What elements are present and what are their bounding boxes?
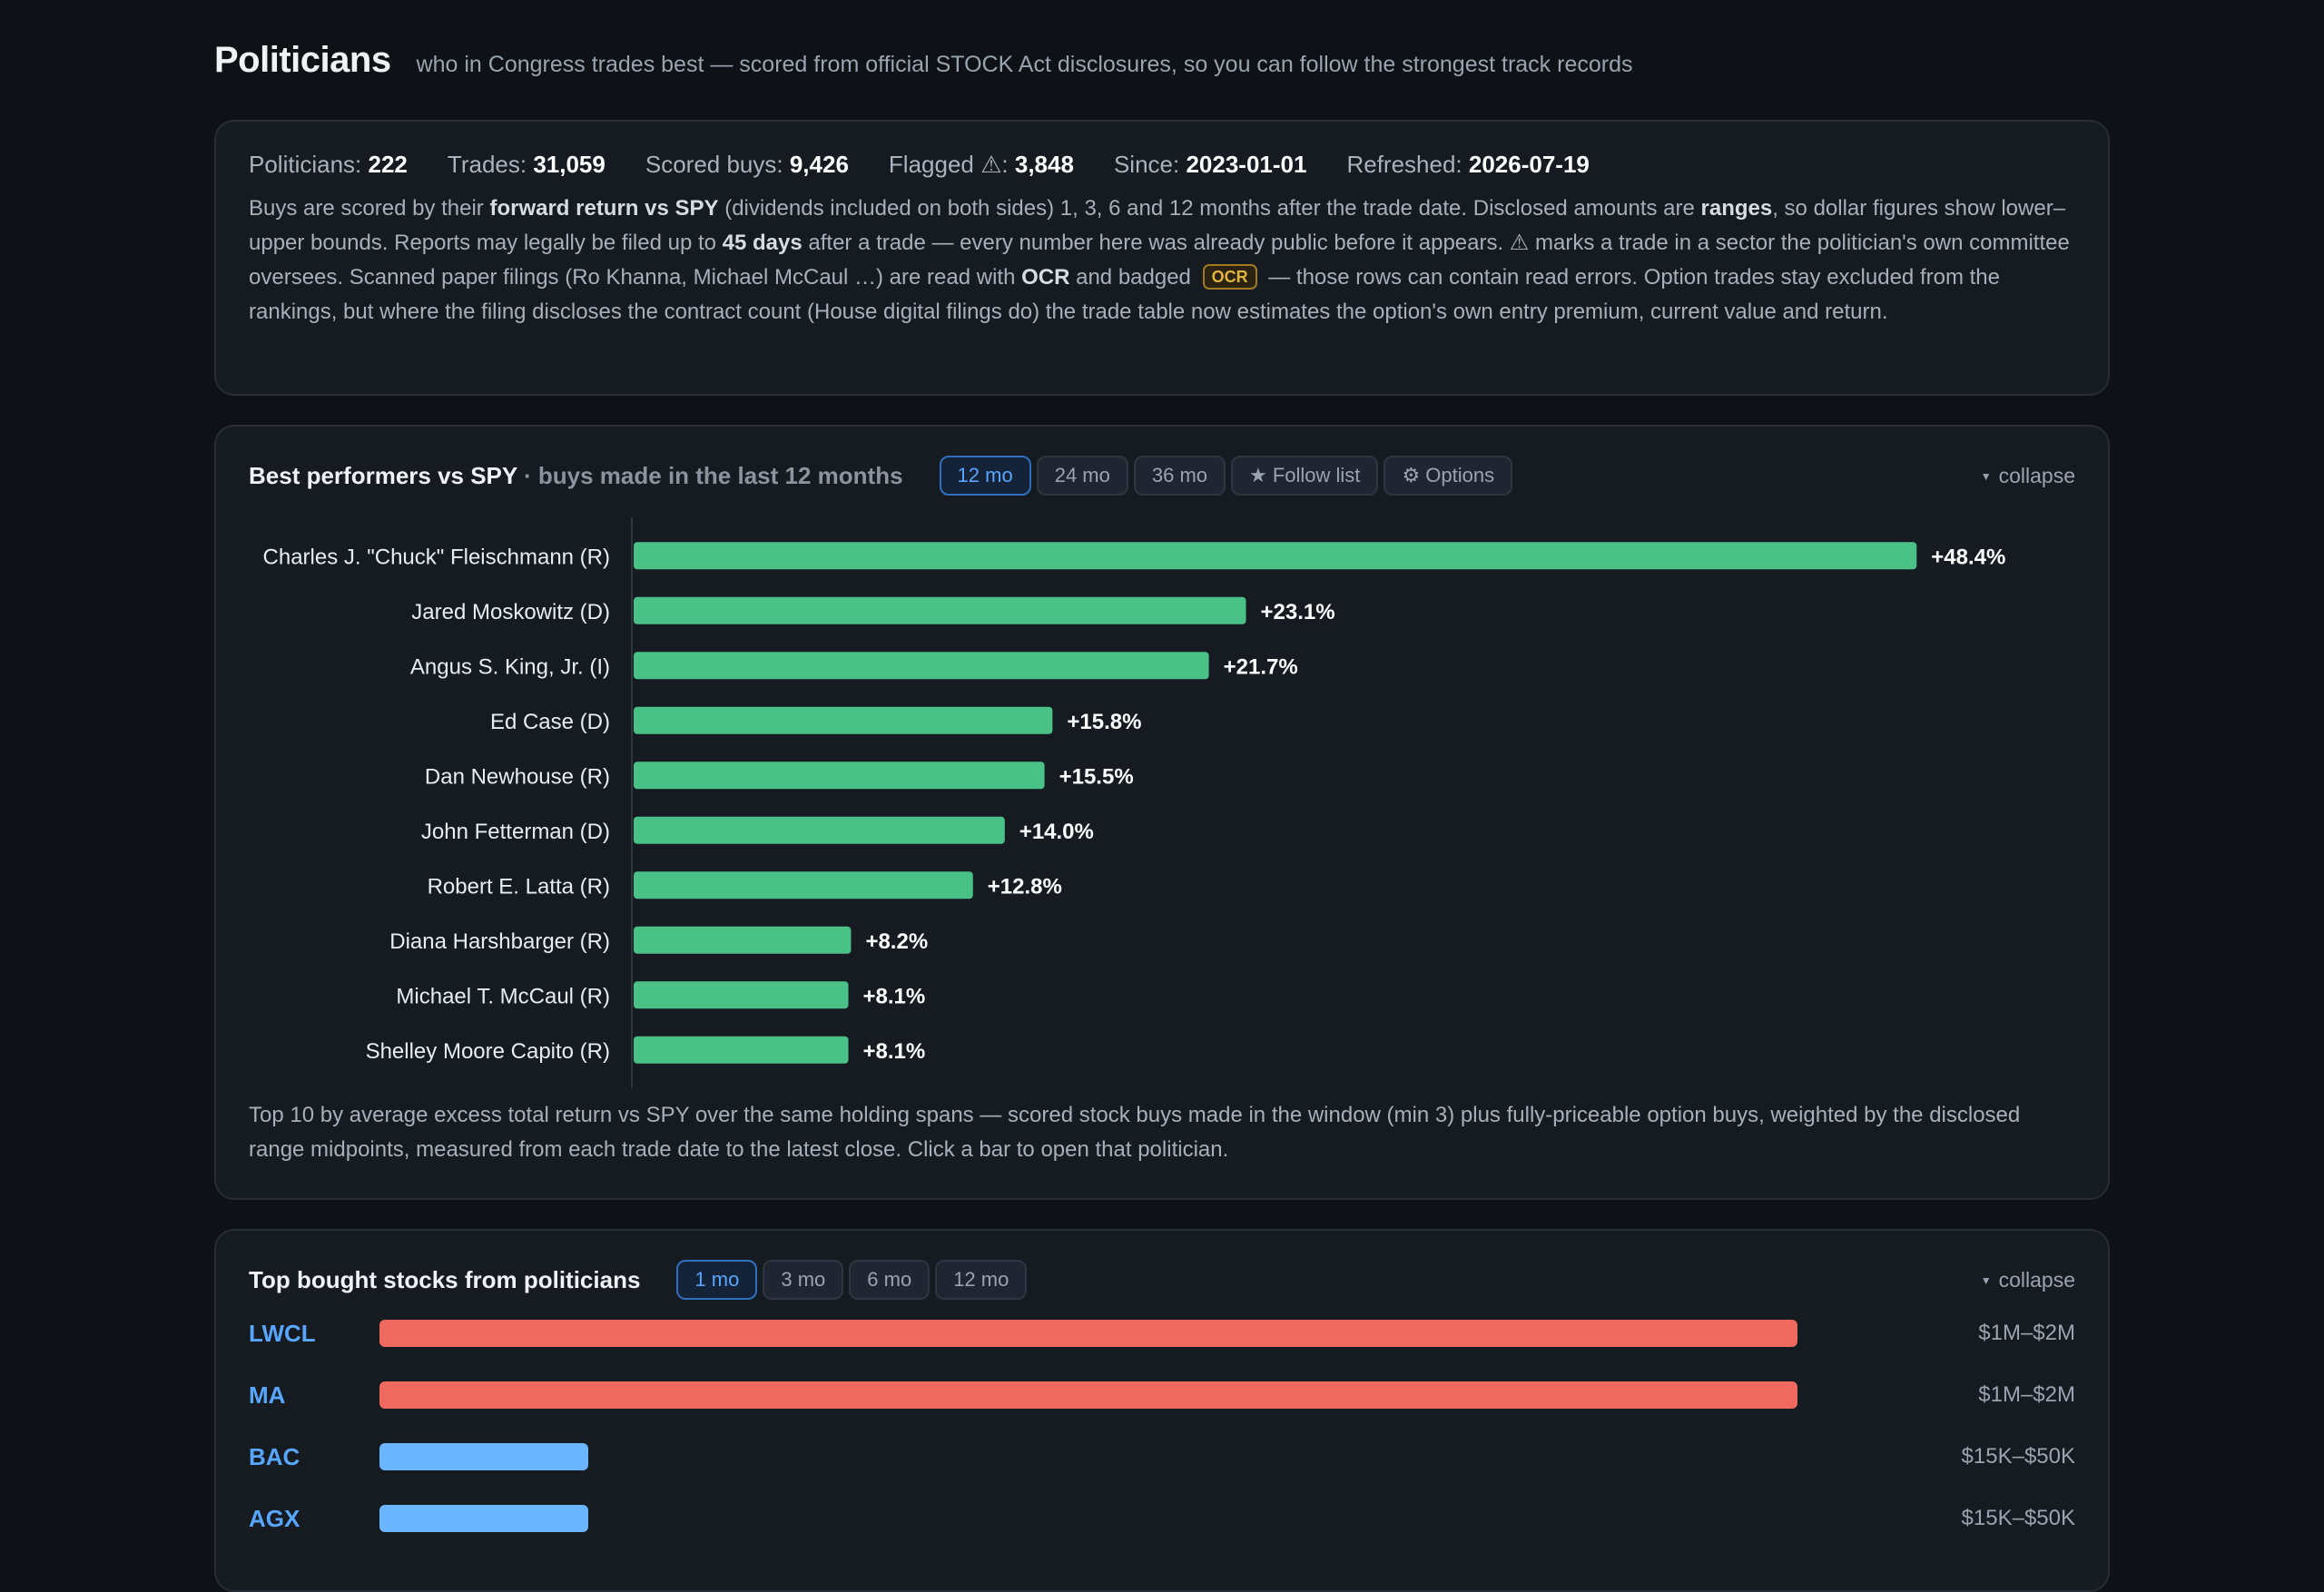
stat-refreshed: Refreshed: 2026-07-19 (1346, 151, 1590, 178)
bar-category-label: John Fetterman (D) (421, 820, 610, 844)
performer-bar[interactable] (634, 1036, 849, 1064)
performer-bar[interactable] (634, 706, 1053, 734)
stock-row[interactable]: MA $1M–$2M (249, 1380, 2075, 1410)
ocr-badge: OCR (1202, 264, 1257, 290)
caret-down-icon: ▼ (1980, 469, 1992, 483)
stock-ticker-link[interactable]: MA (249, 1381, 286, 1409)
stat-scored-buys: Scored buys: 9,426 (645, 151, 849, 178)
options-button[interactable]: ⚙ Options (1384, 456, 1513, 496)
bar-category-label: Robert E. Latta (R) (428, 874, 610, 899)
stock-amount-range: $1M–$2M (1978, 1321, 2075, 1345)
caret-down-icon: ▼ (1980, 1273, 1992, 1287)
stock-amount-bar (379, 1505, 588, 1532)
performer-bar[interactable] (634, 816, 1005, 844)
bar-value-label: +15.5% (1059, 764, 1134, 789)
bar-value-label: +23.1% (1261, 600, 1335, 624)
bar-value-label: +8.2% (865, 929, 928, 954)
top-bought-card: Top bought stocks from politicians 1 mo … (214, 1229, 2110, 1592)
stock-row[interactable]: BAC $15K–$50K (249, 1441, 2075, 1472)
follow-list-button[interactable]: ★ Follow list (1231, 456, 1379, 496)
bar-value-label: +15.8% (1067, 710, 1141, 734)
performers-bar-chart: Charles J. "Chuck" Fleischmann (R) +48.4%… (263, 517, 2005, 1088)
bar-value-label: +21.7% (1224, 654, 1298, 679)
page-subtitle: who in Congress trades best — scored fro… (416, 52, 1633, 77)
stock-row[interactable]: LWCL $1M–$2M (249, 1318, 2075, 1349)
performer-bar[interactable] (634, 926, 852, 954)
tab-6mo[interactable]: 6 mo (849, 1260, 931, 1300)
page-title: Politicians (214, 40, 391, 80)
best-performers-card: Best performers vs SPY · buys made in th… (214, 425, 2110, 1200)
performer-bar[interactable] (634, 871, 973, 899)
page-header: Politicians who in Congress trades best … (214, 40, 1633, 81)
stat-politicians: Politicians: 222 (249, 151, 408, 178)
stock-amount-range: $1M–$2M (1978, 1382, 2075, 1407)
performer-bar[interactable] (634, 652, 1209, 680)
tab-12mo[interactable]: 12 mo (939, 456, 1031, 496)
stock-ticker-link[interactable]: LWCL (249, 1320, 316, 1347)
performers-window-tabs: 12 mo 24 mo 36 mo ★ Follow list ⚙ Option… (939, 456, 1513, 496)
best-performers-title: Best performers vs SPY · buys made in th… (249, 461, 903, 489)
bar-value-label: +48.4% (1931, 545, 2005, 569)
bar-category-label: Dan Newhouse (R) (425, 764, 610, 789)
performer-bar[interactable] (634, 981, 849, 1009)
collapse-top-bought-button[interactable]: ▼ collapse (1980, 1267, 2075, 1292)
info-card: Politicians: 222 Trades: 31,059 Scored b… (214, 120, 2110, 396)
bar-value-label: +14.0% (1019, 820, 1094, 844)
bar-category-label: Angus S. King, Jr. (I) (410, 654, 610, 679)
stock-amount-bar (379, 1381, 1797, 1409)
top-bought-header: Top bought stocks from politicians 1 mo … (249, 1258, 2075, 1302)
stock-amount-range: $15K–$50K (1961, 1444, 2075, 1469)
performer-bar[interactable] (634, 596, 1246, 624)
bar-category-label: Jared Moskowitz (D) (411, 600, 610, 624)
stat-since: Since: 2023-01-01 (1113, 151, 1307, 178)
bar-category-label: Diana Harshbarger (R) (389, 929, 610, 954)
performer-bar[interactable] (634, 542, 1917, 570)
tab-12mo-stocks[interactable]: 12 mo (935, 1260, 1028, 1300)
bar-category-label: Ed Case (D) (490, 710, 610, 734)
collapse-performers-button[interactable]: ▼ collapse (1980, 463, 2075, 487)
stat-flagged: Flagged ⚠: 3,848 (888, 151, 1074, 178)
stock-ticker-link[interactable]: AGX (249, 1505, 300, 1532)
stock-amount-bar (379, 1320, 1797, 1347)
bar-value-label: +8.1% (863, 984, 926, 1008)
tab-36mo[interactable]: 36 mo (1133, 456, 1226, 496)
top-bought-window-tabs: 1 mo 3 mo 6 mo 12 mo (676, 1260, 1028, 1300)
tab-3mo[interactable]: 3 mo (763, 1260, 844, 1300)
performers-note: Top 10 by average excess total return vs… (249, 1103, 2021, 1162)
performer-bar[interactable] (634, 762, 1045, 790)
stock-ticker-link[interactable]: BAC (249, 1443, 300, 1470)
tab-1mo[interactable]: 1 mo (676, 1260, 758, 1300)
bar-category-label: Charles J. "Chuck" Fleischmann (R) (263, 545, 610, 569)
stock-amount-range: $15K–$50K (1961, 1506, 2075, 1530)
stats-bar: Politicians: 222 Trades: 31,059 Scored b… (249, 151, 2075, 179)
stock-amount-bar (379, 1443, 588, 1470)
bar-category-label: Michael T. McCaul (R) (396, 984, 610, 1008)
stat-trades: Trades: 31,059 (447, 151, 606, 178)
top-bought-title: Top bought stocks from politicians (249, 1265, 641, 1293)
bar-value-label: +8.1% (863, 1039, 926, 1064)
bar-category-label: Shelley Moore Capito (R) (366, 1039, 610, 1064)
methodology-description: Buys are scored by their forward return … (249, 196, 2070, 324)
stock-row[interactable]: AGX $15K–$50K (249, 1503, 2075, 1534)
bar-value-label: +12.8% (988, 874, 1062, 899)
tab-24mo[interactable]: 24 mo (1036, 456, 1128, 496)
best-performers-header: Best performers vs SPY · buys made in th… (249, 454, 2075, 497)
